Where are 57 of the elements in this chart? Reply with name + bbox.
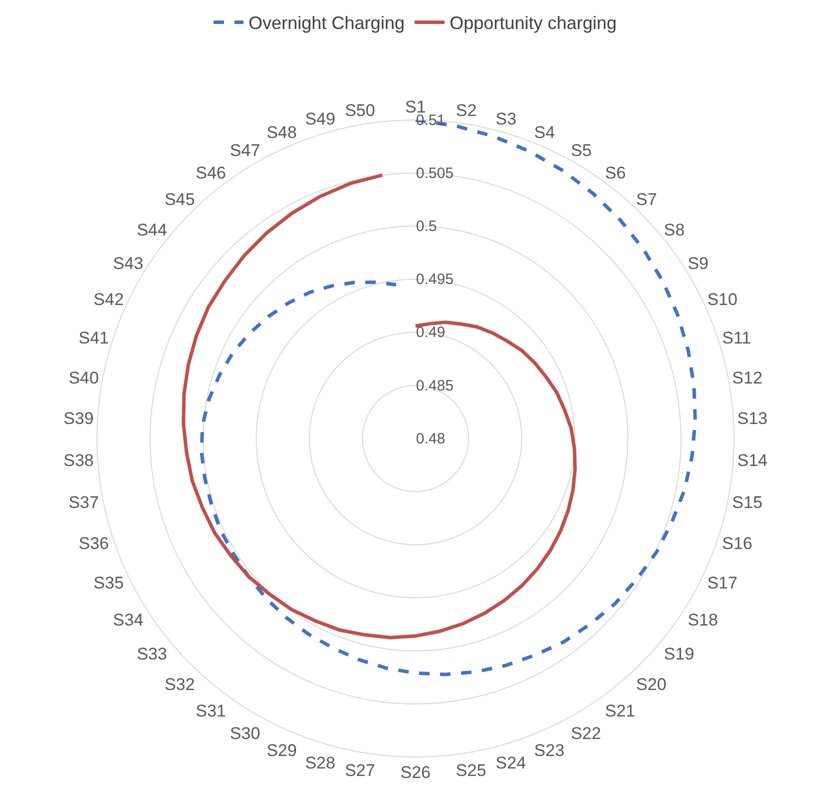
spoke-label: S12 (732, 368, 762, 388)
spoke-label: S21 (605, 702, 636, 721)
spoke-label: S40 (68, 368, 99, 388)
spoke-label: S45 (164, 190, 195, 210)
spoke-label: S49 (305, 109, 336, 128)
spoke-label: S14 (737, 450, 768, 470)
spoke-label: S48 (266, 122, 297, 142)
spoke-label: S26 (400, 762, 431, 782)
spoke-label: S20 (636, 674, 666, 694)
spoke-label: S15 (732, 492, 762, 512)
spoke-label: S3 (496, 109, 516, 128)
spoke-label: S6 (605, 163, 626, 182)
spoke-label: S39 (63, 408, 94, 428)
y-tick-label: 0.505 (416, 164, 454, 182)
y-tick-label: 0.49 (416, 324, 446, 342)
spoke-label: S35 (94, 573, 124, 592)
y-tick-label: 0.48 (416, 430, 446, 448)
spoke-label: S46 (196, 163, 226, 182)
spoke-label: S30 (230, 724, 260, 743)
spoke-label: S10 (707, 290, 738, 310)
spoke-label: S43 (113, 254, 144, 273)
spoke-label: S22 (570, 724, 602, 743)
y-tick-label: 0.5 (416, 218, 437, 236)
y-tick-label: 0.495 (416, 271, 454, 288)
spoke-label: S33 (136, 644, 168, 664)
spoke-label: S18 (688, 610, 718, 630)
spoke-label: S13 (737, 408, 768, 428)
spoke-label: S27 (344, 760, 376, 780)
spoke-label: S4 (534, 122, 555, 142)
legend-label: Opportunity charging (450, 13, 617, 34)
legend-label: Overnight Charging (248, 13, 405, 34)
spoke-label: S23 (534, 741, 564, 760)
spoke-label: S16 (722, 534, 752, 554)
spoke-label: S28 (305, 754, 336, 773)
y-tick-label: 0.485 (416, 377, 454, 394)
spoke-label: S44 (136, 220, 168, 240)
spoke-label: S9 (688, 254, 709, 273)
spoke-label: S5 (570, 140, 592, 160)
spoke-label: S34 (113, 610, 144, 630)
spoke-label: S11 (722, 328, 752, 348)
spoke-label: S47 (230, 140, 260, 160)
spoke-label: S32 (164, 674, 195, 694)
spoke-label: S2 (456, 101, 477, 120)
spoke-label: S29 (266, 741, 297, 760)
spoke-label: S50 (344, 101, 376, 120)
spoke-label: S38 (63, 450, 94, 470)
spoke-label: S24 (496, 754, 526, 773)
spoke-label: S36 (78, 534, 109, 554)
spoke-label: S41 (78, 328, 109, 348)
spoke-label: S42 (94, 290, 124, 310)
spoke-label: S8 (664, 220, 685, 240)
spoke-label: S37 (68, 492, 99, 512)
spoke-label: S31 (196, 702, 226, 721)
spoke-label: S7 (636, 190, 657, 210)
spoke-label: S17 (707, 573, 738, 592)
spoke-label: S19 (664, 644, 694, 664)
spoke-label: S25 (456, 760, 486, 780)
